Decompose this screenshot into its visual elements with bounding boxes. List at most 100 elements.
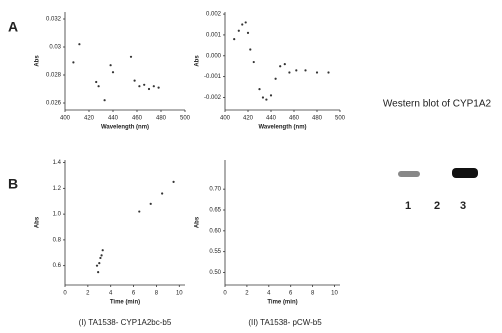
point [143,84,145,86]
x-tick-label: 460 [289,116,300,122]
point [245,21,247,23]
point [327,71,329,73]
point [241,23,243,25]
point [100,254,102,256]
point [134,80,136,82]
point [138,210,140,212]
x-axis-label: Time (min) [110,300,140,306]
point [304,69,306,71]
point [161,192,163,194]
x-tick-label: 500 [180,116,191,122]
point [102,249,104,251]
x-tick-label: 4 [109,291,113,297]
point [258,88,260,90]
point [110,64,112,66]
caption: (I) TA1538- CYP1A2bc-b5 [79,318,172,327]
point [265,98,267,100]
x-tick-label: 0 [63,291,67,297]
x-tick-label: 4 [267,291,271,297]
x-tick-label: 0 [223,291,227,297]
panel-label: A [8,19,18,35]
point [270,94,272,96]
point [284,63,286,65]
y-axis-label: Abs [35,55,41,67]
point [172,181,174,183]
x-tick-label: 440 [266,116,277,122]
y-tick-label: 1.0 [53,212,62,218]
x-tick-label: 400 [60,116,71,122]
point [247,32,249,34]
point [98,262,100,264]
point [279,65,281,67]
point [138,85,140,87]
y-tick-label: 0.65 [209,208,221,214]
point [295,69,297,71]
y-tick-label: 0.026 [46,101,62,107]
caption: (II) TA1538- pCW-b5 [248,318,322,327]
x-tick-label: 480 [156,116,167,122]
x-axis-label: Wavelength (nm) [258,125,306,131]
x-tick-label: 10 [176,291,183,297]
y-tick-label: -0.002 [204,95,222,101]
blot-band [452,168,478,178]
x-tick-label: 500 [335,116,346,122]
y-tick-label: 0.028 [46,73,62,79]
x-tick-label: 2 [86,291,90,297]
point [288,71,290,73]
point [249,48,251,50]
point [99,257,101,259]
blot-band [398,171,420,177]
point [153,85,155,87]
y-tick-label: 0.50 [209,270,221,276]
y-tick-label: 0.001 [206,33,222,39]
y-tick-label: 0.55 [209,249,221,255]
y-tick-label: 1.4 [53,160,62,166]
point [262,96,264,98]
panel-label: B [8,176,18,192]
point [130,56,132,58]
x-tick-label: 8 [155,291,159,297]
point [98,85,100,87]
x-axis-label: Time (min) [267,300,297,306]
x-axis-label: Wavelength (nm) [101,125,149,131]
y-axis-label: Abs [35,216,41,228]
point [112,71,114,73]
point [158,87,160,89]
blot-title: Western blot of CYP1A2 [383,99,492,110]
y-tick-label: 0.000 [206,53,222,59]
point [275,78,277,80]
point [104,99,106,101]
point [72,61,74,63]
figure: A B (I) TA1538- CYP1A2bc-b5 (II) TA1538-… [0,0,502,333]
x-tick-label: 2 [245,291,249,297]
point [96,265,98,267]
y-tick-label: 0.70 [209,187,221,193]
x-tick-label: 8 [311,291,315,297]
point [238,30,240,32]
y-tick-label: 0.002 [206,12,222,18]
x-tick-label: 480 [312,116,323,122]
point [148,88,150,90]
y-tick-label: 0.03 [49,45,61,51]
x-tick-label: 440 [108,116,119,122]
x-tick-label: 6 [132,291,136,297]
x-tick-label: 400 [220,116,231,122]
x-tick-label: 6 [289,291,293,297]
lane-label: 3 [460,200,466,212]
lane-label: 1 [405,200,411,212]
y-tick-label: 1.2 [53,186,62,192]
x-tick-label: 420 [243,116,254,122]
x-tick-label: 460 [132,116,143,122]
x-tick-label: 420 [84,116,95,122]
point [95,81,97,83]
point [253,61,255,63]
y-tick-label: 0.032 [46,17,62,23]
point [233,38,235,40]
y-tick-label: 0.8 [53,237,62,243]
y-axis-label: Abs [195,216,201,228]
y-axis-label: Abs [195,55,201,67]
point [78,43,80,45]
lane-label: 2 [434,200,440,212]
y-tick-label: 0.6 [53,263,62,269]
y-tick-label: 0.60 [209,228,221,234]
